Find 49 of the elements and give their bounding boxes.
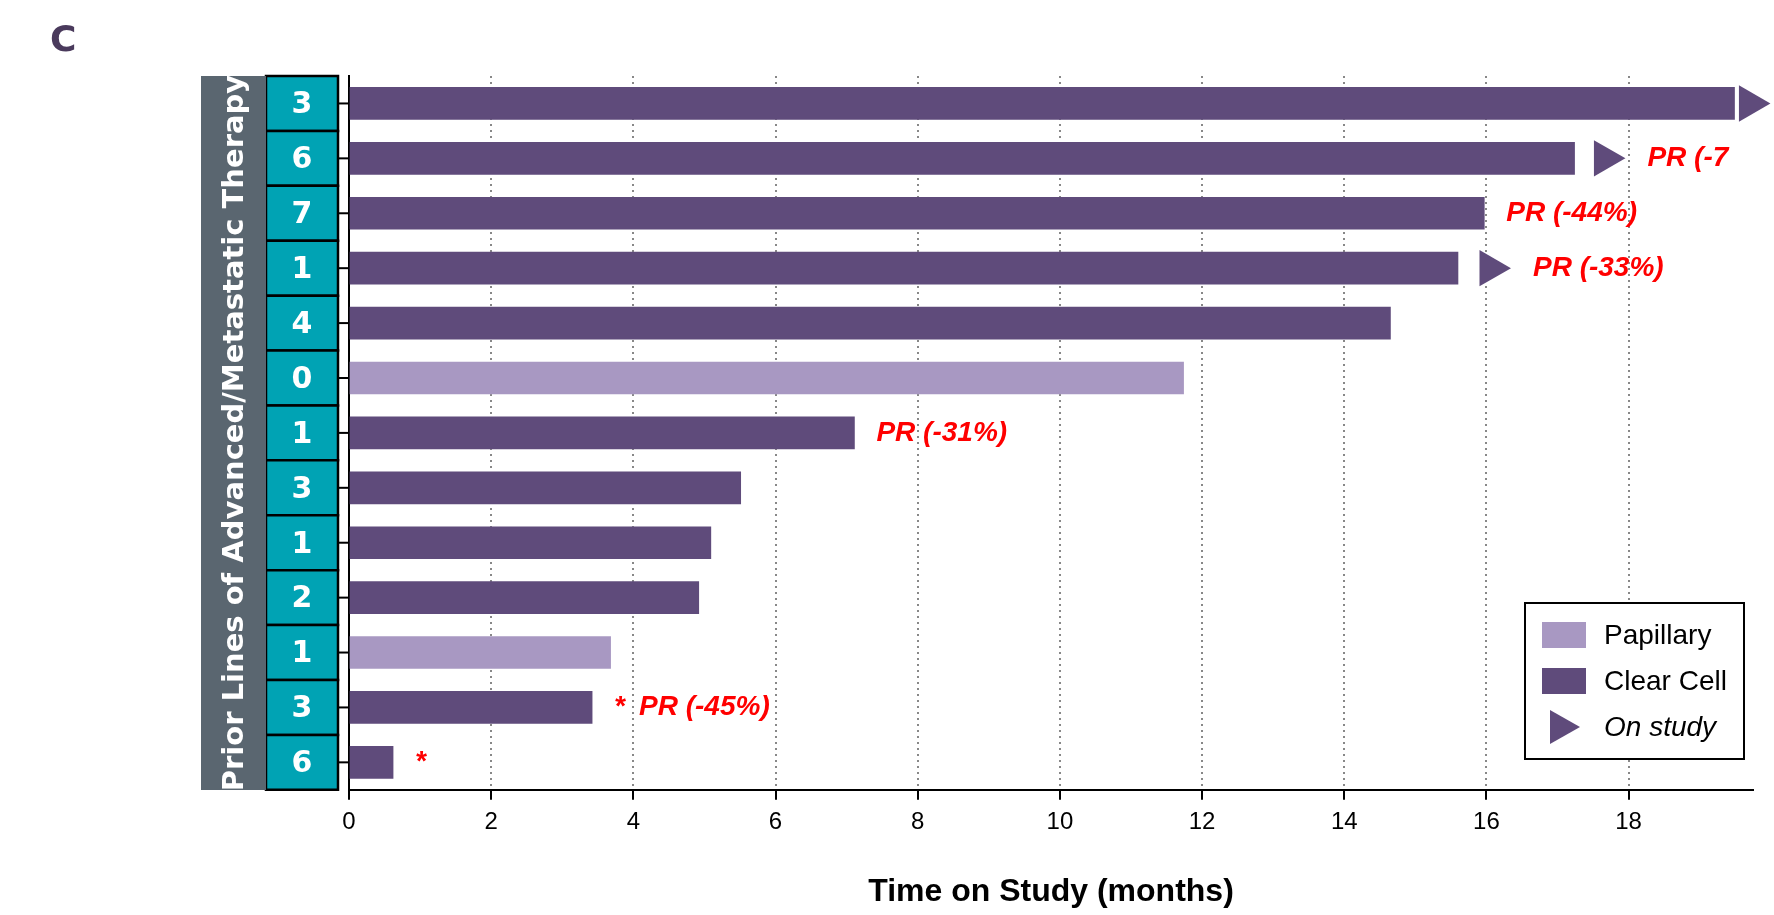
x-tick-label: 10 — [1046, 806, 1074, 834]
x-tick-label: 0 — [342, 806, 356, 834]
legend-label: Papillary — [1604, 618, 1712, 651]
y-tick-label: 1 — [291, 634, 313, 670]
annotation: PR (-45%) — [639, 690, 770, 722]
x-tick-label: 16 — [1473, 806, 1500, 834]
x-tick-label: 14 — [1330, 806, 1358, 834]
bar — [349, 416, 855, 450]
y-axis-title: Prior Lines of Advanced/Metastatic Therapy — [216, 74, 251, 792]
legend-label: Clear Cell — [1604, 664, 1727, 697]
bar — [349, 87, 1735, 120]
bar — [349, 691, 593, 724]
bar — [349, 361, 1184, 395]
y-tick-label: 3 — [291, 689, 313, 725]
x-tick-label: 12 — [1188, 806, 1216, 834]
y-tick-label: 3 — [291, 85, 313, 121]
bar — [349, 251, 1459, 285]
annotation: PR (-31%) — [876, 415, 1008, 447]
x-tick-label: 4 — [626, 806, 641, 834]
y-tick-label: 6 — [291, 140, 313, 176]
annotation: * — [614, 690, 627, 722]
x-tick-label: 2 — [484, 806, 498, 834]
y-tick-label: 4 — [291, 304, 313, 340]
annotation: PR (-33%) — [1532, 250, 1664, 282]
text: C — [50, 18, 77, 59]
y-tick-label: 1 — [291, 249, 313, 285]
y-tick-label: 6 — [291, 744, 313, 780]
x-tick-label: 6 — [768, 806, 783, 834]
y-tick-label: 3 — [291, 469, 313, 505]
y-tick-label: 1 — [291, 524, 313, 560]
bar — [349, 306, 1391, 340]
x-tick-label: 18 — [1615, 806, 1642, 834]
bar — [349, 142, 1575, 175]
y-tick-label: 2 — [291, 579, 313, 615]
x-tick-label: 8 — [911, 806, 925, 834]
bar — [349, 581, 700, 614]
bar — [349, 526, 712, 560]
bar — [349, 636, 611, 669]
y-tick-label: 7 — [291, 195, 313, 231]
annotation: PR (-44%) — [1506, 195, 1637, 227]
legend-label: On study — [1604, 710, 1717, 743]
annotation: * — [415, 745, 428, 777]
annotation: PR (-7 — [1647, 141, 1730, 173]
bar — [349, 746, 394, 779]
bar — [349, 196, 1485, 230]
x-axis-title: Time on Study (months) — [868, 871, 1234, 908]
bar — [349, 471, 742, 505]
y-tick-label: 1 — [291, 414, 313, 450]
y-tick-label: 0 — [291, 359, 313, 395]
